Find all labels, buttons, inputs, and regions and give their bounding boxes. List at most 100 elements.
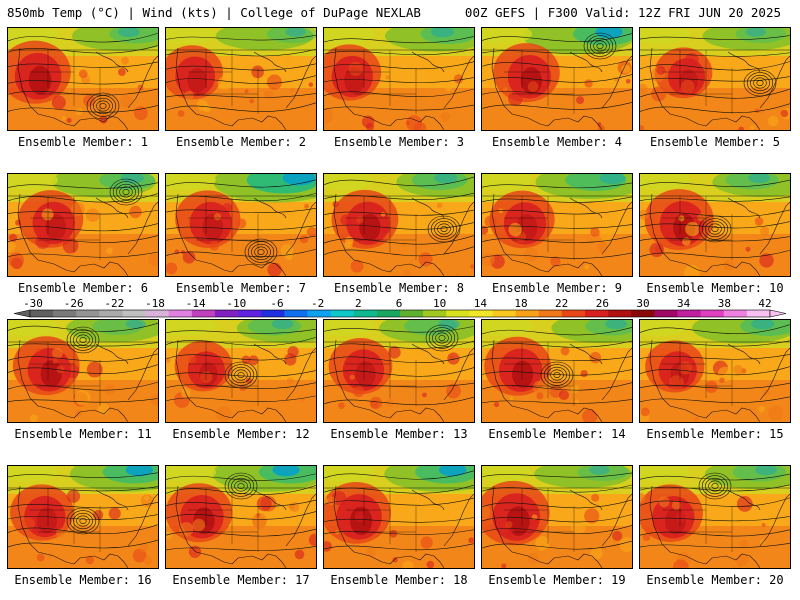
temperature-field-map [324, 466, 474, 568]
member-map-panel [323, 173, 475, 277]
colorbar-right-arrow [769, 309, 787, 318]
member-caption: Ensemble Member: 2 [175, 135, 307, 149]
member-caption: Ensemble Member: 20 [646, 573, 784, 587]
colorbar-tick-label: 42 [758, 297, 772, 310]
colorbar-segment [585, 310, 609, 317]
colorbar-segment [515, 310, 540, 317]
temperature-field-map [324, 174, 474, 276]
colorbar-segment [608, 310, 632, 317]
colorbar-tick-label: -10 [226, 297, 247, 310]
temperature-field-map [8, 466, 158, 568]
colorbar-segment [30, 310, 54, 317]
colorbar-segment [330, 310, 355, 317]
colorbar-tick-label: 38 [717, 297, 731, 310]
member-map-panel [323, 465, 475, 569]
member-map-panel [481, 465, 633, 569]
colorbar-segment [53, 310, 77, 317]
member-map-panel [323, 319, 475, 423]
temperature-field-map [640, 320, 790, 422]
member-map-panel [481, 27, 633, 131]
colorbar-segment [215, 310, 239, 317]
temperature-colorbar [13, 309, 787, 318]
colorbar-segment [284, 310, 308, 317]
colorbar-segment [561, 310, 586, 317]
member-map-panel [165, 173, 317, 277]
colorbar-tick-label: -30 [23, 297, 43, 310]
member-caption: Ensemble Member: 18 [330, 573, 468, 587]
member-map-panel [7, 173, 159, 277]
colorbar-segment [307, 310, 331, 317]
colorbar-segment [723, 310, 748, 317]
colorbar-tick-label: -18 [145, 297, 165, 310]
colorbar-segment [746, 310, 771, 317]
temperature-field-map [640, 174, 790, 276]
member-caption: Ensemble Member: 11 [14, 427, 152, 441]
member-caption: Ensemble Member: 10 [646, 281, 784, 295]
colorbar-segment [400, 310, 424, 317]
colorbar-segment [122, 310, 146, 317]
colorbar-tick-label: 34 [677, 297, 691, 310]
member-map-panel [165, 27, 317, 131]
member-caption: Ensemble Member: 5 [649, 135, 781, 149]
colorbar-tick-label: 26 [595, 297, 609, 310]
colorbar-tick-label: -26 [63, 297, 84, 310]
colorbar-tick-label: 6 [395, 297, 403, 310]
colorbar-tick-label: -22 [104, 297, 125, 310]
temperature-field-map [166, 320, 316, 422]
colorbar-tick-label: 2 [355, 297, 362, 310]
colorbar-segment [191, 310, 216, 317]
temperature-field-map [8, 320, 158, 422]
temperature-field-map [8, 28, 158, 130]
temperature-field-map [482, 320, 632, 422]
member-caption: Ensemble Member: 13 [330, 427, 468, 441]
member-caption: Ensemble Member: 4 [491, 135, 623, 149]
member-caption: Ensemble Member: 1 [17, 135, 149, 149]
member-map-panel [639, 173, 791, 277]
colorbar-segment [492, 310, 516, 317]
colorbar-segment [469, 310, 493, 317]
member-map-panel [7, 27, 159, 131]
member-map-panel [639, 319, 791, 423]
colorbar-tick-label: 30 [636, 297, 650, 310]
colorbar-segment [99, 310, 123, 317]
member-caption: Ensemble Member: 8 [333, 281, 465, 295]
colorbar-segment [168, 310, 193, 317]
temperature-field-map [8, 174, 158, 276]
colorbar-segment [76, 310, 100, 317]
colorbar-left-arrow [13, 309, 31, 318]
member-map-panel [7, 319, 159, 423]
temperature-field-map [482, 28, 632, 130]
member-map-panel [481, 173, 633, 277]
colorbar-tick-label: -2 [311, 297, 325, 310]
colorbar-segment [145, 310, 170, 317]
temperature-field-map [482, 466, 632, 568]
temperature-field-map [324, 320, 474, 422]
colorbar-segment [446, 310, 470, 317]
run-valid-time: 00Z GEFS | F300 Valid: 12Z FRI JUN 20 20… [464, 5, 781, 20]
member-caption: Ensemble Member: 15 [646, 427, 784, 441]
temperature-field-map [166, 28, 316, 130]
member-caption: Ensemble Member: 9 [491, 281, 623, 295]
temperature-field-map [640, 28, 790, 130]
member-caption: Ensemble Member: 12 [172, 427, 310, 441]
colorbar-segment [423, 310, 447, 317]
member-caption: Ensemble Member: 19 [488, 573, 626, 587]
colorbar-segment [700, 310, 725, 317]
member-map-panel [639, 465, 791, 569]
member-map-panel [7, 465, 159, 569]
member-caption: Ensemble Member: 7 [175, 281, 307, 295]
colorbar-tick-label: 14 [473, 297, 487, 310]
temperature-field-map [482, 174, 632, 276]
figure-title: 850mb Temp (°C) | Wind (kts) | College o… [7, 5, 421, 20]
colorbar-segment [654, 310, 678, 317]
colorbar-segment [677, 310, 701, 317]
colorbar-tick-label: 22 [555, 297, 569, 310]
colorbar-segment [376, 310, 401, 317]
member-map-panel [323, 27, 475, 131]
member-caption: Ensemble Member: 6 [17, 281, 149, 295]
member-map-panel [165, 465, 317, 569]
member-caption: Ensemble Member: 16 [14, 573, 152, 587]
member-caption: Ensemble Member: 14 [488, 427, 626, 441]
member-map-panel [481, 319, 633, 423]
colorbar-segment [631, 310, 655, 317]
